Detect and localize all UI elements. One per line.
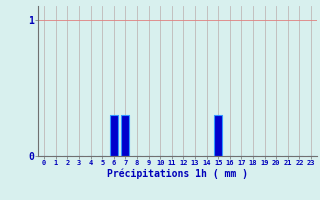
Bar xyxy=(121,115,130,156)
X-axis label: Précipitations 1h ( mm ): Précipitations 1h ( mm ) xyxy=(107,169,248,179)
Bar xyxy=(110,115,118,156)
Bar xyxy=(214,115,222,156)
